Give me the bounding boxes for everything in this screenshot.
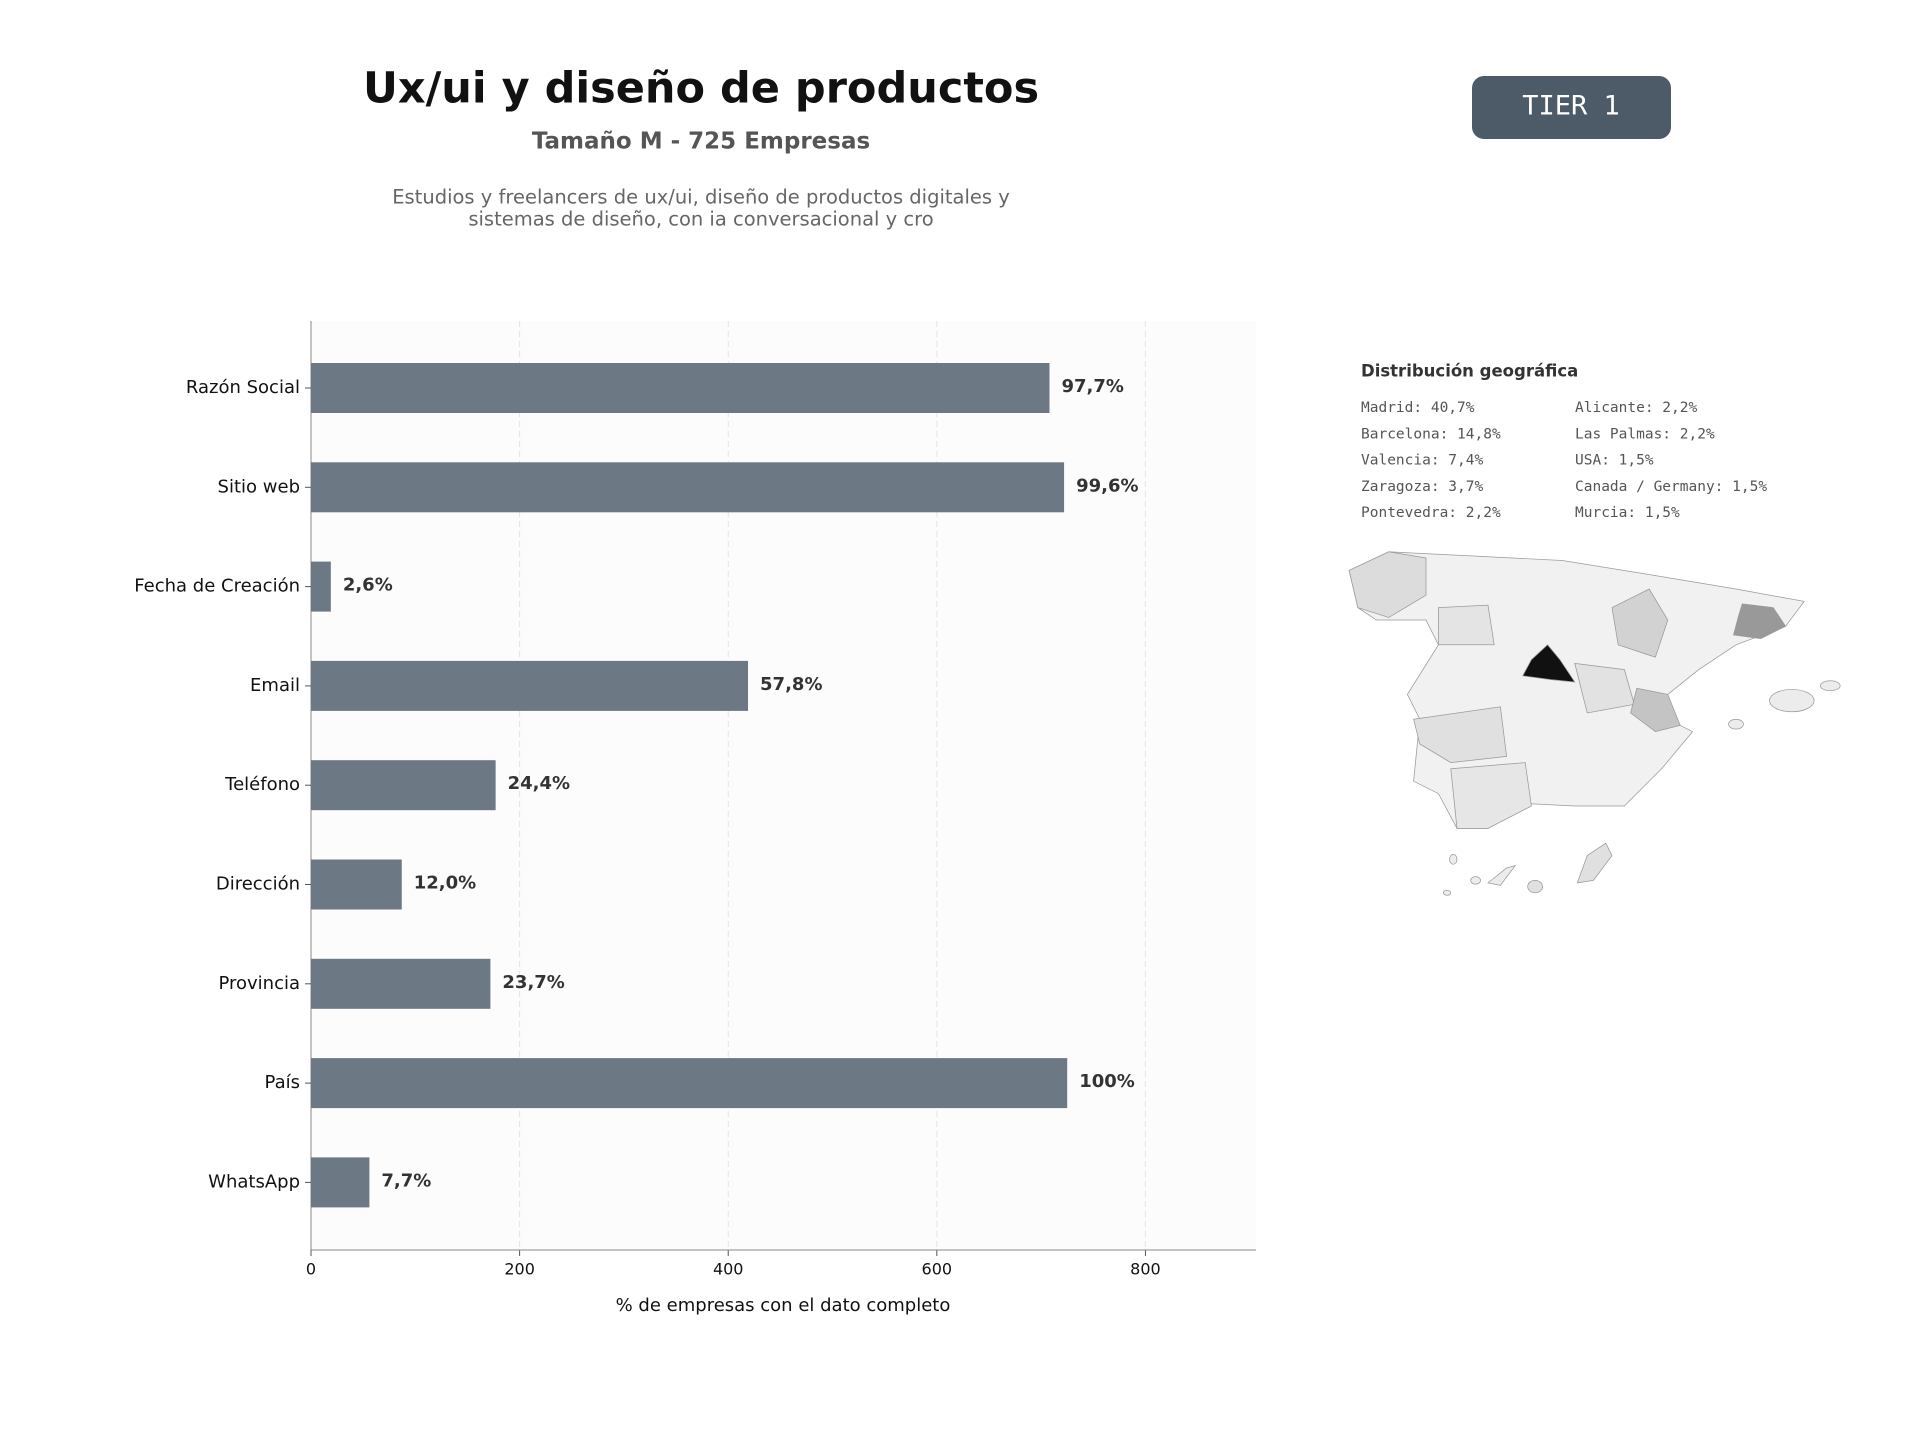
subtitle: Tamaño M - 725 Empresas [532,129,870,155]
y-tick-label: Dirección [216,874,300,895]
x-tick-label: 0 [306,1260,316,1279]
y-tick-label: Email [250,675,300,696]
x-tick-label: 200 [504,1260,535,1279]
value-label: 12,0% [414,873,476,894]
x-tick-label: 600 [922,1260,953,1279]
description: Estudios y freelancers de ux/ui, diseño … [392,186,1010,209]
y-tick-label: Razón Social [186,377,300,398]
map-region [1819,680,1841,692]
map-region [1438,604,1495,646]
map-region [1413,706,1508,763]
bar [311,1058,1068,1109]
map-region [1769,689,1815,713]
map-region [1522,644,1576,683]
x-tick-label: 800 [1130,1260,1161,1279]
title: Ux/ui y diseño de productos [363,64,1039,114]
map [1348,551,1841,896]
map-region [1449,853,1458,865]
map-region [1728,718,1744,730]
bar [311,859,402,910]
value-label: 23,7% [502,972,564,993]
y-tick-label: WhatsApp [208,1171,300,1192]
value-label: 99,6% [1076,475,1138,496]
geo-title: Distribución geográfica [1361,362,1578,381]
map-region [1487,864,1517,886]
geo-item: USA: 1,5% [1575,453,1654,469]
y-tick-label: Teléfono [224,774,300,795]
geo-item: Alicante: 2,2% [1575,400,1697,416]
geo-list: Madrid: 40,7% Barcelona: 14,8% Valencia: 7… [1361,400,1767,521]
y-tick-label: Provincia [218,973,300,994]
y-tick-label: Sitio web [218,476,300,497]
y-tick-label: Fecha de Creación [134,576,300,597]
bar [311,363,1050,413]
bar [311,760,496,811]
bar [311,462,1065,513]
map-region [1733,603,1787,639]
map-region [1611,588,1669,658]
geo-item: Zaragoza: 3,7% [1361,479,1483,495]
geo-item: Madrid: 40,7% [1361,400,1475,416]
bar [311,1157,370,1208]
value-label: 24,4% [508,773,570,794]
geo-item: Barcelona: 14,8% [1361,426,1501,442]
map-region [1348,551,1427,618]
value-label: 7,7% [381,1170,431,1191]
chart: 0 200 400 600 800 % de empresas con el dato c… [134,321,1256,1316]
geo-item: Pontevedra: 2,2% [1361,505,1501,521]
geo-item: Valencia: 7,4% [1361,453,1483,469]
badge-text: TIER 1 [1522,91,1620,122]
geo-item: Canada / Germany: 1,5% [1575,479,1767,495]
x-tick-label: 400 [713,1260,744,1279]
bar [311,660,749,711]
value-label: 100% [1079,1071,1135,1092]
bar [311,958,491,1009]
badge [1472,76,1671,139]
bar [311,561,331,612]
geo-item: Murcia: 1,5% [1575,505,1680,521]
x-axis-label: % de empresas con el dato completo [616,1295,951,1316]
map-region [1450,762,1532,829]
value-label: 97,7% [1061,376,1123,397]
y-tick-label: País [265,1072,300,1093]
map-region [1442,889,1452,896]
map-region [1630,687,1681,733]
map-region [1527,880,1543,894]
value-label: 2,6% [343,575,393,596]
geo-item: Las Palmas: 2,2% [1575,426,1715,442]
map-region [1470,876,1481,885]
map-region [1576,842,1613,884]
value-label: 57,8% [760,674,822,695]
description: sistemas de diseño, con ia conversaciona… [468,208,933,231]
